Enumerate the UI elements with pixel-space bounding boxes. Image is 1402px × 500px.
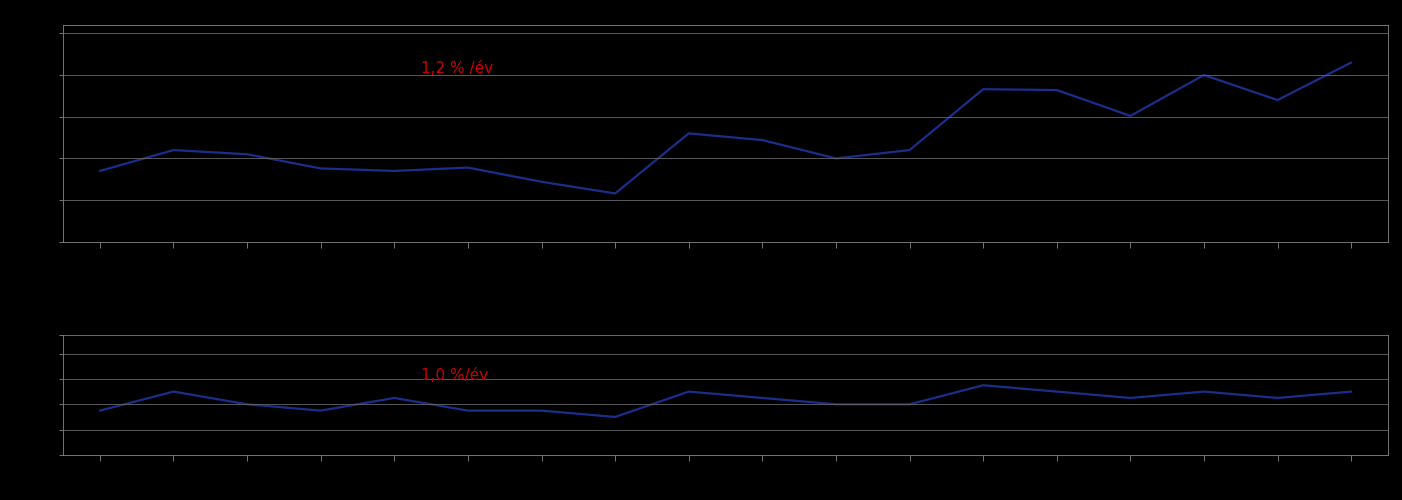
Text: 1,0 %/év: 1,0 %/év: [421, 368, 488, 384]
Text: 1,2 % /év: 1,2 % /év: [421, 60, 494, 76]
